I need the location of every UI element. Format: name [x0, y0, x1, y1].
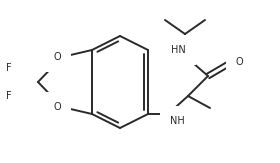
Text: NH: NH: [170, 116, 185, 126]
Text: O: O: [53, 52, 61, 62]
Text: HN: HN: [171, 45, 186, 55]
Text: O: O: [236, 57, 244, 67]
Text: F: F: [6, 91, 12, 101]
Text: O: O: [53, 102, 61, 112]
Text: F: F: [6, 63, 12, 73]
